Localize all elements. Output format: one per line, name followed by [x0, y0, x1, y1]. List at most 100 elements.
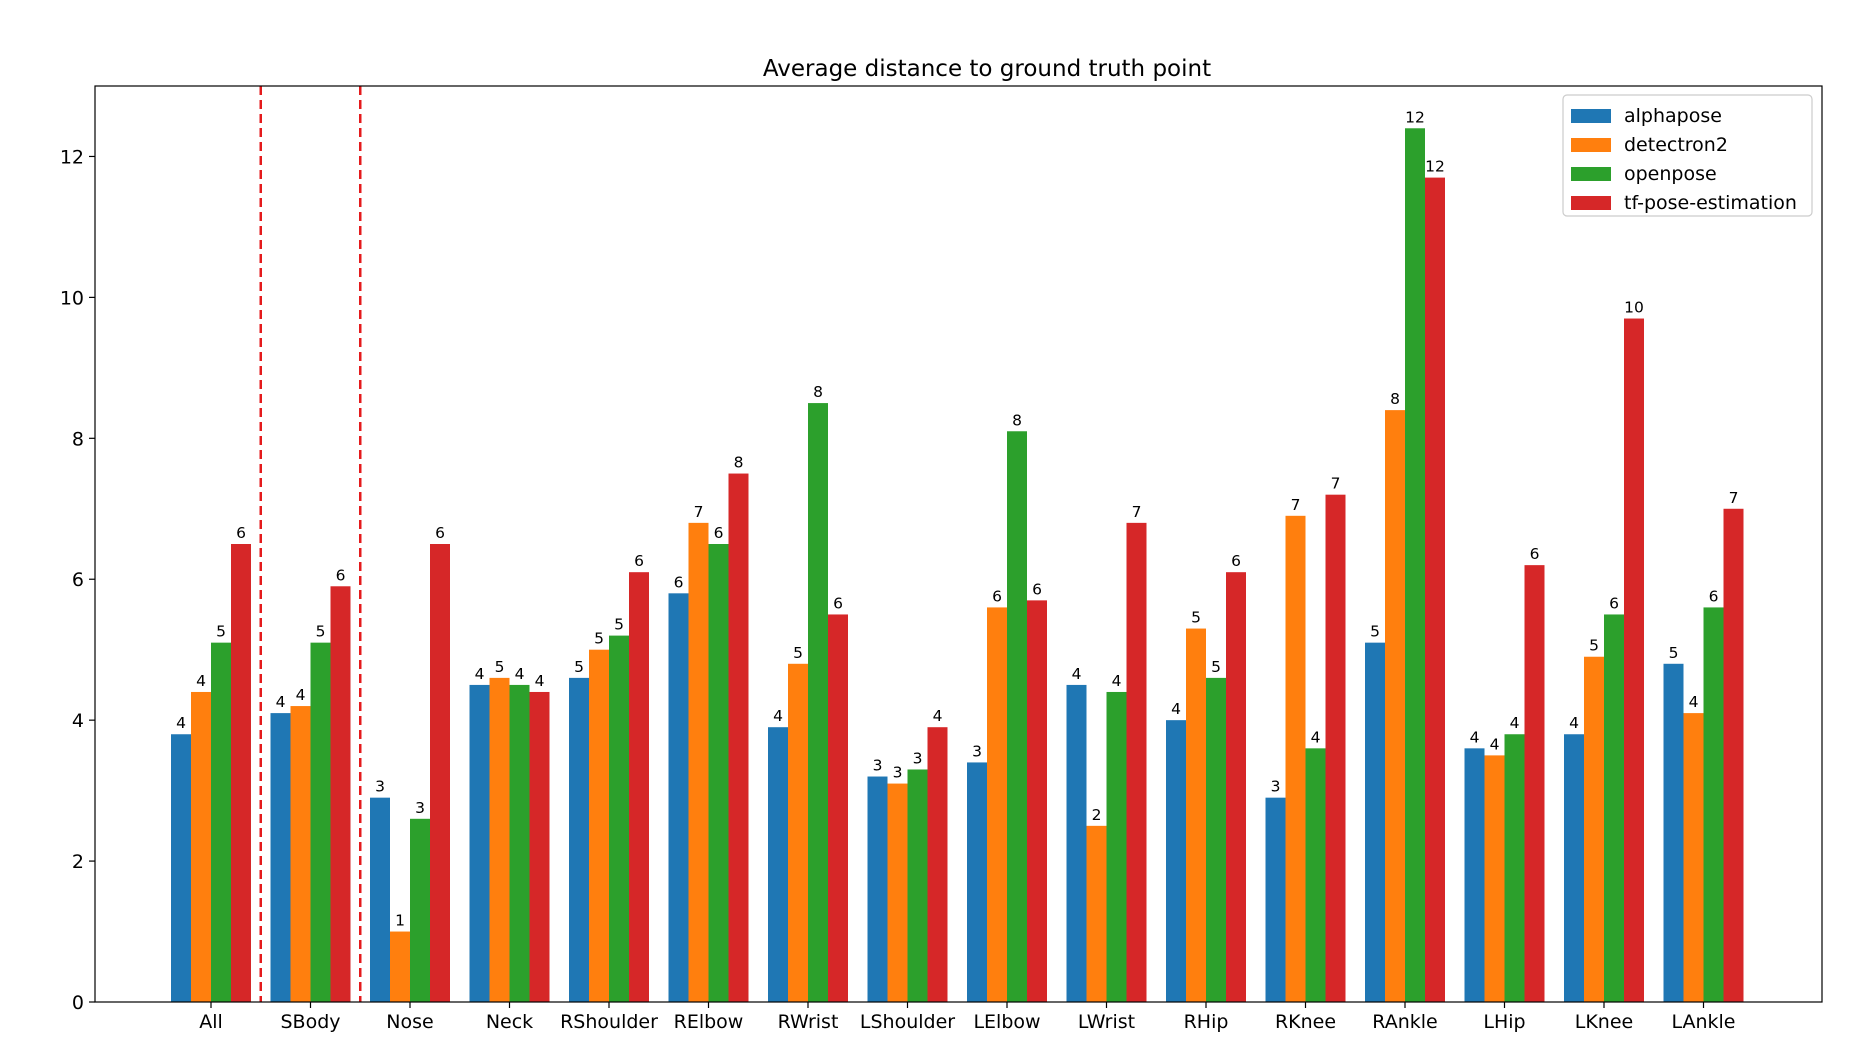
- bar-openpose-All: [211, 642, 231, 1002]
- bar-label-detectron2-LAnkle: 4: [1689, 693, 1699, 711]
- bar-label-tf-pose-estimation-RHip: 6: [1231, 552, 1241, 570]
- bar-alphapose-LWrist: [1066, 684, 1087, 1002]
- legend-box: [1562, 94, 1813, 217]
- y-tick-label-8: 8: [72, 428, 84, 450]
- x-tick-label-All: All: [199, 1011, 223, 1033]
- bar-tf-pose-estimation-Nose: [430, 544, 450, 1002]
- bar-label-alphapose-LAnkle: 5: [1669, 644, 1679, 662]
- bar-openpose-RHip: [1206, 677, 1226, 1002]
- bar-label-alphapose-RShoulder: 5: [574, 658, 584, 676]
- y-tick-label-12: 12: [60, 146, 84, 168]
- bar-tf-pose-estimation-LAnkle: [1723, 508, 1744, 1002]
- x-axis: All SBody Nose Neck RShoulder RElbow RWrist LSh…: [199, 1002, 1736, 1033]
- bar-tf-pose-estimation-LElbow: [1027, 600, 1047, 1002]
- bar-detectron2-RShoulder: [589, 649, 609, 1002]
- x-tick-label-RElbow: RElbow: [674, 1011, 744, 1033]
- bar-label-alphapose-RAnkle: 5: [1370, 623, 1380, 641]
- bar-label-openpose-All: 5: [216, 623, 226, 641]
- bar-detectron2-LShoulder: [887, 783, 908, 1002]
- bar-openpose-Neck: [509, 684, 530, 1002]
- bar-tf-pose-estimation-RShoulder: [629, 572, 649, 1002]
- bar-alphapose-RShoulder: [569, 677, 589, 1002]
- bar-openpose-LElbow: [1007, 431, 1027, 1002]
- x-tick-label-Neck: Neck: [486, 1011, 533, 1033]
- legend-label-openpose: openpose: [1624, 163, 1717, 185]
- bar-alphapose-RWrist: [768, 727, 788, 1002]
- bar-label-openpose-RAnkle: 12: [1405, 108, 1425, 126]
- bar-label-openpose-LShoulder: 3: [913, 749, 923, 767]
- x-tick-label-LShoulder: LShoulder: [860, 1011, 955, 1033]
- bar-label-tf-pose-estimation-RShoulder: 6: [634, 552, 644, 570]
- bar-detectron2-RHip: [1186, 628, 1206, 1002]
- bar-alphapose-All: [171, 734, 191, 1002]
- bar-label-alphapose-LKnee: 4: [1569, 714, 1579, 732]
- bar-label-openpose-SBody: 5: [316, 623, 326, 641]
- bar-label-tf-pose-estimation-RWrist: 6: [833, 594, 843, 612]
- bar-label-detectron2-RKnee: 7: [1291, 496, 1301, 514]
- bar-tf-pose-estimation-LKnee: [1624, 318, 1644, 1002]
- bar-alphapose-Nose: [370, 797, 390, 1002]
- bar-label-detectron2-All: 4: [196, 672, 206, 690]
- y-tick-label-10: 10: [60, 287, 84, 309]
- bar-detectron2-All: [191, 691, 211, 1002]
- bar-openpose-LKnee: [1604, 614, 1624, 1002]
- bar-label-alphapose-LShoulder: 3: [873, 757, 883, 775]
- bar-tf-pose-estimation-LHip: [1524, 565, 1545, 1002]
- bar-label-alphapose-LElbow: 3: [972, 742, 982, 760]
- bar-label-alphapose-Nose: 3: [375, 778, 385, 796]
- bar-label-detectron2-Nose: 1: [395, 912, 405, 930]
- bar-tf-pose-estimation-RHip: [1226, 572, 1246, 1002]
- legend-swatch-detectron2: [1571, 138, 1611, 152]
- bar-tf-pose-estimation-RAnkle: [1425, 177, 1445, 1003]
- bar-label-detectron2-LKnee: 5: [1589, 637, 1599, 655]
- bar-detectron2-RKnee: [1285, 515, 1306, 1002]
- bar-detectron2-SBody: [290, 706, 311, 1002]
- bar-detectron2-LElbow: [987, 607, 1007, 1002]
- bar-detectron2-LAnkle: [1683, 713, 1704, 1002]
- bar-tf-pose-estimation-RWrist: [828, 614, 848, 1002]
- bar-detectron2-LKnee: [1584, 656, 1604, 1002]
- x-tick-label-LAnkle: LAnkle: [1671, 1011, 1735, 1033]
- x-tick-label-LKnee: LKnee: [1575, 1011, 1633, 1033]
- bar-label-tf-pose-estimation-RAnkle: 12: [1425, 158, 1445, 176]
- bar-label-detectron2-RShoulder: 5: [594, 630, 604, 648]
- bar-label-detectron2-LShoulder: 3: [893, 764, 903, 782]
- y-tick-label-2: 2: [72, 851, 84, 873]
- bar-openpose-LShoulder: [907, 769, 928, 1002]
- y-tick-label-0: 0: [72, 992, 84, 1014]
- x-tick-label-LElbow: LElbow: [973, 1011, 1040, 1033]
- bar-openpose-Nose: [410, 818, 430, 1002]
- y-tick-label-4: 4: [72, 710, 84, 732]
- bar-alphapose-SBody: [270, 713, 291, 1002]
- bar-label-alphapose-SBody: 4: [276, 693, 286, 711]
- bar-label-alphapose-RWrist: 4: [773, 707, 783, 725]
- bar-label-openpose-LAnkle: 6: [1709, 587, 1719, 605]
- bar-label-tf-pose-estimation-Neck: 4: [535, 672, 545, 690]
- bar-label-detectron2-RElbow: 7: [694, 503, 704, 521]
- x-tick-label-RHip: RHip: [1184, 1011, 1229, 1033]
- bar-tf-pose-estimation-RElbow: [728, 473, 749, 1002]
- bar-label-openpose-LKnee: 6: [1609, 594, 1619, 612]
- bar-tf-pose-estimation-SBody: [330, 586, 351, 1002]
- bar-label-openpose-RShoulder: 5: [614, 616, 624, 634]
- bar-openpose-RShoulder: [609, 635, 629, 1002]
- y-axis: 0 2 4 6 8 10 12: [60, 146, 95, 1014]
- bar-label-openpose-Nose: 3: [415, 799, 425, 817]
- separators-group: [259, 86, 362, 1002]
- bar-alphapose-RKnee: [1265, 797, 1286, 1002]
- x-tick-label-RWrist: RWrist: [778, 1011, 839, 1033]
- bar-label-tf-pose-estimation-RKnee: 7: [1331, 475, 1341, 493]
- bar-tf-pose-estimation-LShoulder: [927, 727, 948, 1002]
- bar-alphapose-LAnkle: [1663, 663, 1684, 1002]
- y-tick-label-6: 6: [72, 569, 84, 591]
- bar-label-openpose-RWrist: 8: [813, 383, 823, 401]
- bar-detectron2-LHip: [1484, 755, 1505, 1002]
- bar-label-tf-pose-estimation-LKnee: 10: [1624, 299, 1644, 317]
- bar-label-tf-pose-estimation-LElbow: 6: [1032, 580, 1042, 598]
- legend-swatch-tf-pose-estimation: [1571, 196, 1611, 210]
- bar-openpose-LHip: [1504, 734, 1525, 1002]
- legend: alphapose detectron2 openpose tf-pose-estim…: [1562, 94, 1813, 217]
- bar-alphapose-RElbow: [668, 593, 689, 1002]
- bar-tf-pose-estimation-Neck: [529, 691, 550, 1002]
